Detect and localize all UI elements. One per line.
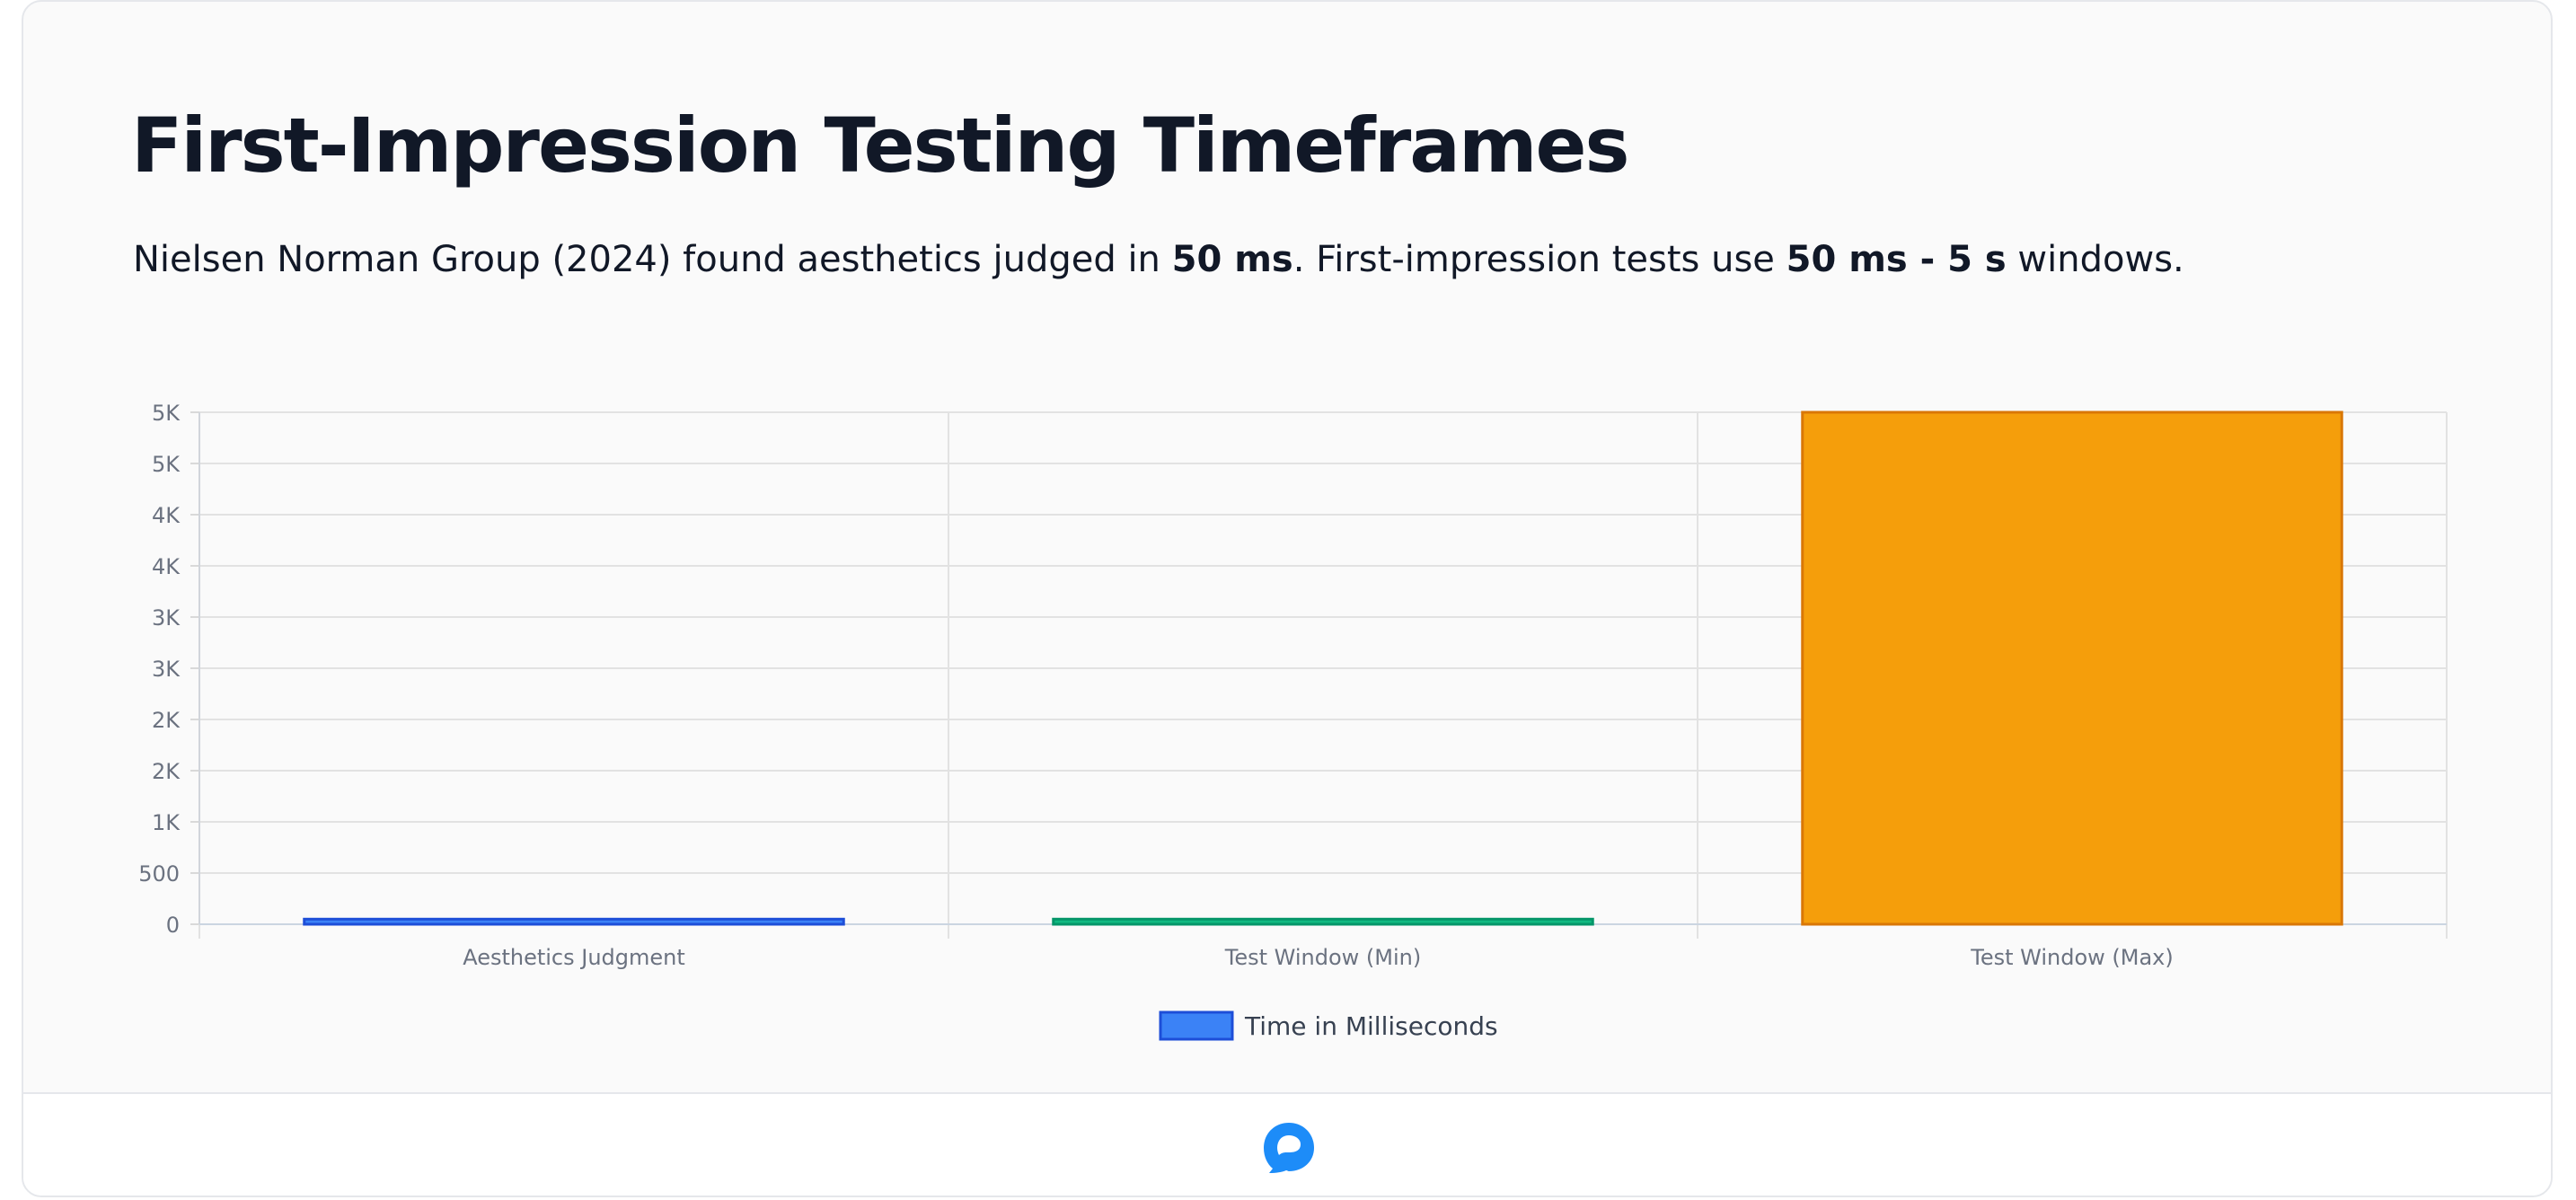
y-tick-label: 5K (152, 452, 181, 477)
y-tick-label: 500 (138, 861, 180, 887)
y-tick-label: 3K (152, 657, 181, 682)
subtitle-text-2: . First-impression tests use (1292, 239, 1786, 280)
y-tick-label: 5K (152, 401, 181, 426)
subtitle-highlight-2: 50 ms - 5 s (1786, 239, 2007, 280)
bar-chart: 0 500 1K 2K 2K 3K 3K 4K 4K 5K 5K Aesthetics Judgmen… (138, 401, 2448, 1041)
y-tick-label: 4K (152, 554, 181, 579)
page-title: First-Impression Testing Timeframes (131, 101, 1629, 190)
x-tick-label: Test Window (Max) (1970, 945, 2174, 970)
bar (303, 917, 845, 926)
y-tick-label: 0 (166, 913, 180, 938)
y-tick-label: 2K (152, 759, 181, 784)
chat-bubble-logo-icon[interactable] (1262, 1121, 1316, 1175)
x-tick-label: Aesthetics Judgment (463, 945, 685, 970)
y-tick-label: 2K (152, 708, 181, 733)
subtitle-text-1: Nielsen Norman Group (2024) found aesthe… (133, 239, 1172, 280)
legend-swatch (1159, 1010, 1234, 1041)
page-subtitle: Nielsen Norman Group (2024) found aesthe… (133, 238, 2184, 281)
bar (1801, 410, 2343, 926)
legend-label: Time in Milliseconds (1244, 1011, 1498, 1041)
x-tick-label: Test Window (Min) (1224, 945, 1421, 970)
y-tick-label: 3K (152, 605, 181, 631)
chart-card: First-Impression Testing Timeframes Niel… (22, 0, 2553, 1197)
y-tick-label: 1K (152, 810, 181, 835)
y-tick-label: 4K (152, 503, 181, 528)
subtitle-highlight-1: 50 ms (1171, 239, 1293, 280)
bar (1052, 917, 1594, 926)
footer (23, 1092, 2551, 1196)
subtitle-text-3: windows. (2006, 239, 2184, 280)
